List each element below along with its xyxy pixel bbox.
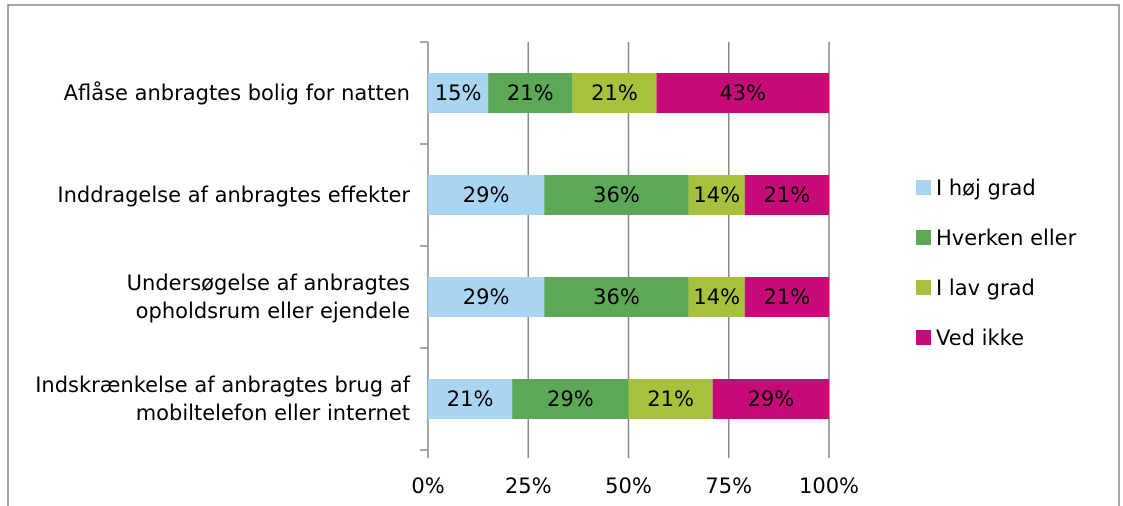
data-label: 21%	[764, 183, 811, 207]
data-label: 14%	[693, 183, 740, 207]
bar-segment	[656, 73, 829, 113]
data-label: 43%	[719, 81, 766, 105]
bar-segment	[428, 73, 489, 113]
bar-segment	[628, 379, 713, 419]
legend-label: I lav grad	[936, 276, 1035, 300]
chart-border	[7, 4, 1120, 506]
x-tick-label: 75%	[705, 474, 752, 498]
legend-swatch	[916, 230, 931, 245]
data-label: 29%	[463, 183, 510, 207]
data-label: 36%	[593, 183, 640, 207]
x-tick-label: 100%	[799, 474, 859, 498]
x-tick-label: 50%	[605, 474, 652, 498]
data-label: 21%	[647, 387, 694, 411]
bar-segment	[428, 277, 545, 317]
y-tick-label: Inddragelse af anbragtes effekter	[57, 183, 410, 207]
data-label: 21%	[447, 387, 494, 411]
bar-segment	[744, 175, 829, 215]
y-tick-label: Aflåse anbragtes bolig for natten	[63, 81, 410, 105]
bar-segment	[712, 379, 829, 419]
data-label: 21%	[507, 81, 554, 105]
bar-segment	[428, 175, 545, 215]
legend-swatch	[916, 180, 931, 195]
x-tick-label: 0%	[411, 474, 444, 498]
x-tick-label: 25%	[505, 474, 552, 498]
bar-segment	[744, 277, 829, 317]
legend-swatch	[916, 330, 931, 345]
data-label: 15%	[435, 81, 482, 105]
data-label: 21%	[764, 285, 811, 309]
bar-segment	[688, 175, 745, 215]
legend-label: Hverken eller	[936, 226, 1077, 250]
bar-segment	[512, 379, 629, 419]
data-label: 21%	[591, 81, 638, 105]
legend-swatch	[916, 280, 931, 295]
bar-segment	[428, 379, 513, 419]
data-label: 29%	[463, 285, 510, 309]
y-tick-label: Indskrænkelse af anbragtes brug af mobil…	[35, 373, 410, 425]
bar-segment	[544, 175, 689, 215]
bar-segment	[688, 277, 745, 317]
legend-label: I høj grad	[936, 176, 1036, 200]
y-tick-label: Undersøgelse af anbragtes opholdsrum ell…	[126, 271, 410, 323]
data-label: 14%	[693, 285, 740, 309]
bar-segment	[544, 277, 689, 317]
legend-label: Ved ikke	[936, 326, 1024, 350]
data-label: 29%	[547, 387, 594, 411]
bar-segment	[488, 73, 573, 113]
data-label: 29%	[748, 387, 795, 411]
bar-segment	[572, 73, 657, 113]
data-label: 36%	[593, 285, 640, 309]
